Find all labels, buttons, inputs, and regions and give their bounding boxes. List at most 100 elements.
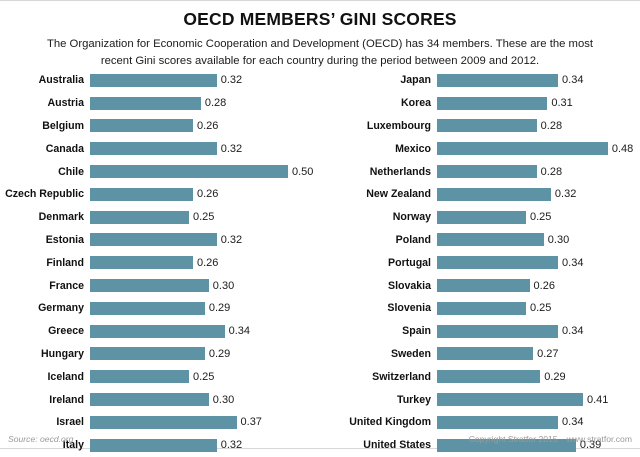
gini-bar[interactable] bbox=[437, 142, 608, 156]
table-row[interactable]: Turkey 0.41 bbox=[320, 388, 640, 411]
gini-bar[interactable] bbox=[437, 415, 559, 429]
country-label: Belgium bbox=[42, 119, 84, 132]
gini-bar[interactable] bbox=[90, 96, 201, 110]
gini-bar[interactable] bbox=[90, 119, 193, 133]
gini-bar[interactable] bbox=[90, 393, 209, 407]
country-label: Hungary bbox=[41, 347, 84, 360]
table-row[interactable]: Korea 0.31 bbox=[320, 92, 640, 115]
bar-track: 0.28 bbox=[437, 119, 640, 133]
table-row[interactable]: Chile 0.50 bbox=[0, 160, 320, 183]
bar-track: 0.26 bbox=[90, 256, 320, 270]
table-row[interactable]: Belgium 0.26 bbox=[0, 115, 320, 138]
country-label: Austria bbox=[47, 97, 85, 110]
gini-bar[interactable] bbox=[437, 301, 526, 315]
country-label: Japan bbox=[400, 74, 431, 87]
table-row[interactable]: Italy 0.32 bbox=[0, 434, 320, 457]
table-row[interactable]: Portugal 0.34 bbox=[320, 251, 640, 274]
gini-value-label: 0.34 bbox=[562, 256, 584, 269]
country-label: Slovakia bbox=[388, 279, 431, 292]
table-row[interactable]: Ireland 0.30 bbox=[0, 388, 320, 411]
country-label: United Kingdom bbox=[349, 416, 431, 429]
gini-bar[interactable] bbox=[437, 165, 537, 179]
table-row[interactable]: Luxembourg 0.28 bbox=[320, 115, 640, 138]
bar-track: 0.26 bbox=[90, 187, 320, 201]
gini-bar[interactable] bbox=[90, 233, 217, 247]
country-label: Italy bbox=[62, 439, 84, 452]
table-row[interactable]: United States 0.39 bbox=[320, 434, 640, 457]
gini-bar[interactable] bbox=[90, 301, 205, 315]
gini-bar[interactable] bbox=[437, 119, 537, 133]
gini-bar[interactable] bbox=[90, 210, 189, 224]
gini-bar[interactable] bbox=[437, 370, 541, 384]
gini-bar[interactable] bbox=[437, 73, 559, 87]
bar-track: 0.32 bbox=[90, 438, 320, 452]
table-row[interactable]: Sweden 0.27 bbox=[320, 343, 640, 366]
gini-bar[interactable] bbox=[437, 256, 559, 270]
gini-bar[interactable] bbox=[437, 210, 526, 224]
table-row[interactable]: Germany 0.29 bbox=[0, 297, 320, 320]
gini-bar[interactable] bbox=[90, 279, 209, 293]
gini-value-label: 0.29 bbox=[544, 370, 566, 383]
gini-value-label: 0.28 bbox=[540, 165, 563, 178]
gini-value-label: 0.39 bbox=[579, 439, 602, 452]
gini-bar[interactable] bbox=[437, 347, 534, 361]
gini-bar[interactable] bbox=[437, 96, 548, 110]
chart-subtitle: The Organization for Economic Cooperatio… bbox=[46, 38, 594, 67]
gini-bar[interactable] bbox=[90, 256, 193, 270]
gini-bar[interactable] bbox=[90, 165, 288, 179]
bar-track: 0.50 bbox=[90, 165, 320, 179]
table-row[interactable]: United Kingdom 0.34 bbox=[320, 411, 640, 434]
country-label: Luxembourg bbox=[366, 119, 431, 132]
gini-bar[interactable] bbox=[90, 415, 237, 429]
bar-track: 0.26 bbox=[90, 119, 320, 133]
bar-track: 0.32 bbox=[90, 142, 320, 156]
table-row[interactable]: Israel 0.37 bbox=[0, 411, 320, 434]
gini-bar[interactable] bbox=[437, 393, 583, 407]
bar-track: 0.39 bbox=[437, 438, 640, 452]
table-row[interactable]: New Zealand 0.32 bbox=[320, 183, 640, 206]
gini-bar[interactable] bbox=[437, 324, 559, 338]
gini-bar[interactable] bbox=[437, 233, 544, 247]
gini-value-label: 0.26 bbox=[196, 119, 219, 132]
table-row[interactable]: Canada 0.32 bbox=[0, 137, 320, 160]
table-row[interactable]: Finland 0.26 bbox=[0, 251, 320, 274]
table-row[interactable]: Norway 0.25 bbox=[320, 206, 640, 229]
table-row[interactable]: Greece 0.34 bbox=[0, 320, 320, 343]
table-row[interactable]: Japan 0.34 bbox=[320, 69, 640, 92]
gini-bar[interactable] bbox=[90, 187, 193, 201]
table-row[interactable]: Poland 0.30 bbox=[320, 229, 640, 252]
table-row[interactable]: Netherlands 0.28 bbox=[320, 160, 640, 183]
gini-bar[interactable] bbox=[90, 347, 205, 361]
country-label: Spain bbox=[402, 325, 431, 338]
gini-value-label: 0.32 bbox=[220, 142, 243, 155]
gini-value-label: 0.29 bbox=[208, 347, 231, 360]
source-credit: Source: oecd.org bbox=[8, 434, 74, 444]
table-row[interactable]: Denmark 0.25 bbox=[0, 206, 320, 229]
gini-bar[interactable] bbox=[90, 324, 225, 338]
gini-bar[interactable] bbox=[90, 438, 217, 452]
country-label: Denmark bbox=[38, 211, 84, 224]
table-row[interactable]: France 0.30 bbox=[0, 274, 320, 297]
table-row[interactable]: Switzerland 0.29 bbox=[320, 365, 640, 388]
table-row[interactable]: Slovenia 0.25 bbox=[320, 297, 640, 320]
table-row[interactable]: Estonia 0.32 bbox=[0, 229, 320, 252]
table-row[interactable]: Australia 0.32 bbox=[0, 69, 320, 92]
gini-bar[interactable] bbox=[90, 73, 217, 87]
chart-footer: Source: oecd.org Copyright Stratfor 2015… bbox=[0, 434, 640, 444]
table-row[interactable]: Mexico 0.48 bbox=[320, 137, 640, 160]
table-row[interactable]: Spain 0.34 bbox=[320, 320, 640, 343]
gini-bar[interactable] bbox=[437, 187, 551, 201]
table-row[interactable]: Iceland 0.25 bbox=[0, 365, 320, 388]
chart-column-right: Japan 0.34 Korea 0.31 Luxembourg 0.28 Mexico 0.… bbox=[320, 69, 640, 457]
country-label: Iceland bbox=[47, 370, 84, 383]
table-row[interactable]: Hungary 0.29 bbox=[0, 343, 320, 366]
gini-value-label: 0.25 bbox=[193, 211, 215, 224]
gini-bar[interactable] bbox=[90, 142, 217, 156]
gini-bar[interactable] bbox=[437, 438, 576, 452]
table-row[interactable]: Czech Republic 0.26 bbox=[0, 183, 320, 206]
table-row[interactable]: Slovakia 0.26 bbox=[320, 274, 640, 297]
gini-bar[interactable] bbox=[90, 370, 189, 384]
gini-bar[interactable] bbox=[437, 279, 530, 293]
gini-value-label: 0.25 bbox=[530, 211, 552, 224]
table-row[interactable]: Austria 0.28 bbox=[0, 92, 320, 115]
